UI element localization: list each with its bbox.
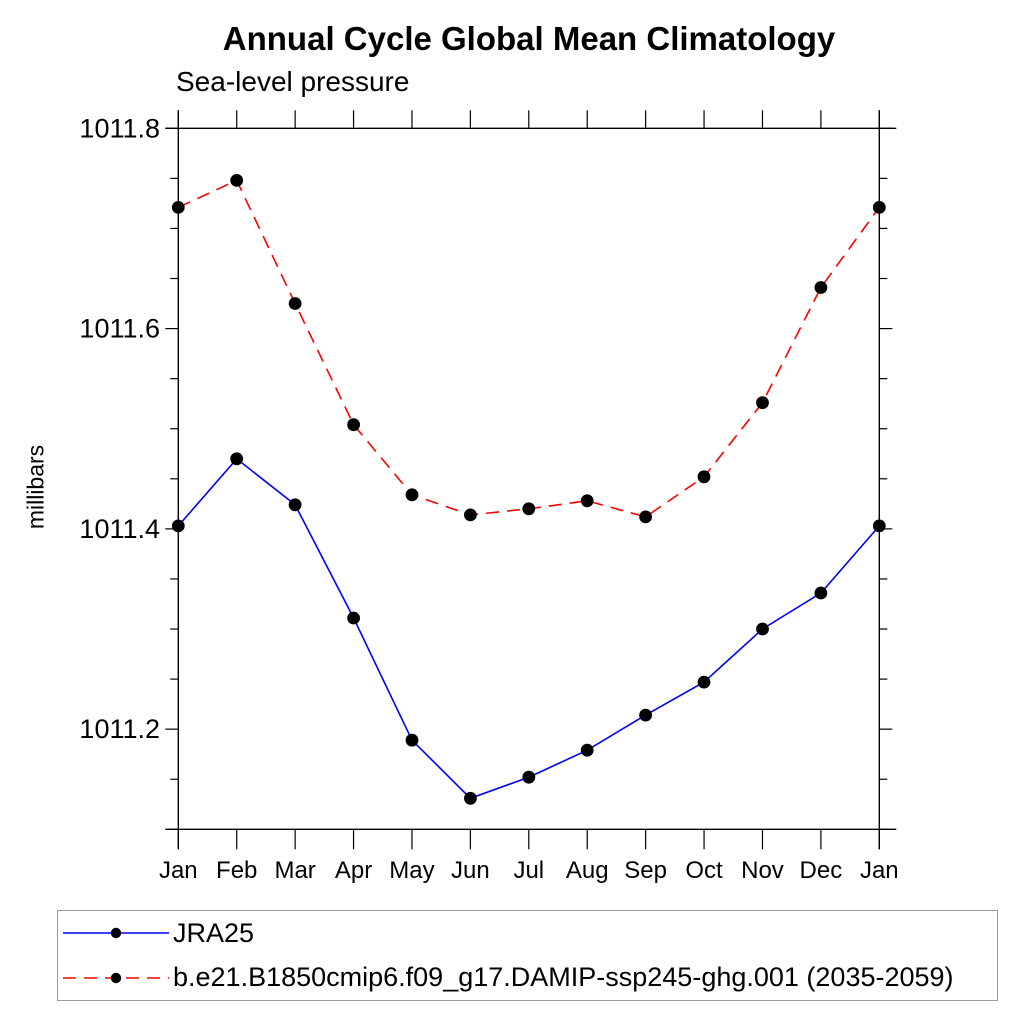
data-point — [405, 733, 419, 747]
x-tick-label: Sep — [624, 857, 667, 884]
data-point — [814, 281, 828, 294]
legend: JRA25 b.e21.B1850cmip6.f09_g17.DAMIP-ssp… — [57, 910, 998, 1001]
legend-item-model: b.e21.B1850cmip6.f09_g17.DAMIP-ssp245-gh… — [62, 956, 997, 1000]
data-point — [288, 297, 302, 310]
data-point — [872, 201, 886, 214]
legend-swatch-dashed-line-icon — [63, 972, 169, 983]
x-tick-label: Oct — [685, 857, 723, 884]
x-tick-label: Nov — [741, 857, 784, 884]
data-point — [288, 498, 302, 512]
data-point — [522, 770, 536, 784]
data-point — [639, 708, 652, 722]
x-tick-label: Feb — [216, 857, 257, 884]
x-tick-label: Jan — [860, 857, 899, 884]
y-tick-label: 1011.2 — [79, 714, 160, 744]
x-tick-label: Apr — [335, 857, 372, 884]
legend-label-jra25: JRA25 — [173, 917, 255, 948]
x-tick-label: Dec — [800, 857, 843, 884]
data-point — [756, 622, 769, 636]
data-point — [171, 519, 185, 533]
x-tick-label: May — [389, 857, 434, 884]
y-tick-label: 1011.8 — [79, 113, 160, 143]
chart-title: Annual Cycle Global Mean Climatology — [222, 20, 836, 57]
data-point — [522, 502, 536, 516]
x-tick-label: Jun — [451, 857, 490, 884]
data-point — [580, 743, 594, 757]
x-tick-label: Aug — [566, 857, 609, 884]
legend-label-model: b.e21.B1850cmip6.f09_g17.DAMIP-ssp245-gh… — [173, 962, 954, 993]
legend-item-jra25: JRA25 — [62, 911, 997, 955]
legend-swatch-solid-line-icon — [63, 928, 169, 939]
x-tick-label: Mar — [274, 857, 315, 884]
data-point — [697, 470, 711, 484]
data-point — [171, 201, 185, 214]
data-point — [347, 418, 360, 432]
data-point — [639, 510, 652, 524]
series-line-model — [177, 179, 880, 518]
data-point — [230, 174, 244, 187]
x-tick-label: Jul — [513, 857, 544, 884]
data-point — [814, 586, 828, 600]
y-tick-label: 1011.4 — [79, 514, 160, 544]
x-tick-label: Jan — [159, 857, 198, 884]
chart-subtitle: Sea-level pressure — [176, 66, 410, 97]
data-point — [230, 452, 244, 466]
data-point — [580, 494, 594, 508]
data-point — [872, 519, 886, 533]
y-tick-label: 1011.6 — [79, 314, 160, 344]
data-point — [697, 675, 711, 689]
data-point — [464, 791, 477, 805]
data-point — [756, 396, 769, 410]
data-point — [464, 508, 477, 522]
data-point — [405, 488, 419, 502]
data-point — [347, 611, 360, 625]
